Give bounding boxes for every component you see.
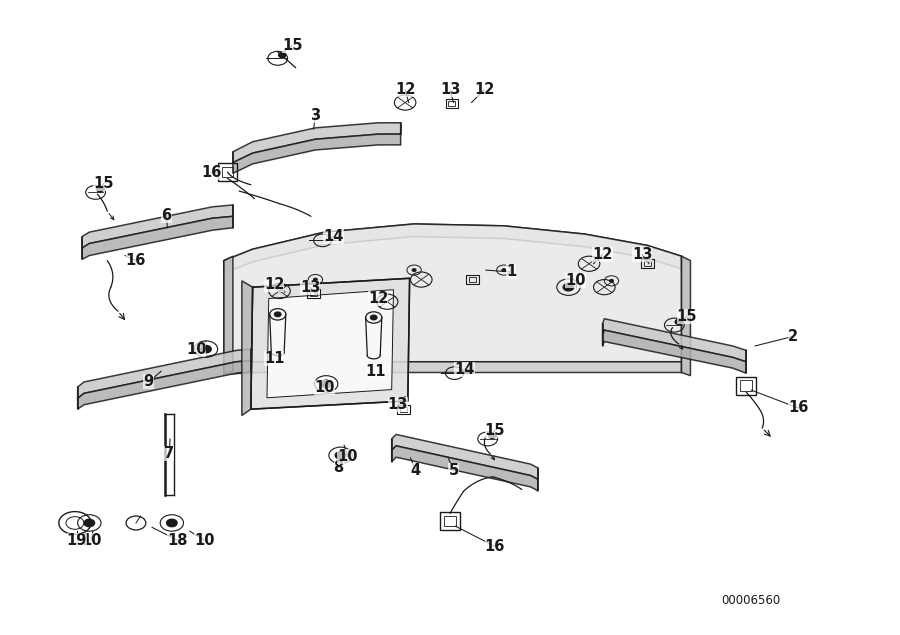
Text: 4: 4 xyxy=(410,463,421,478)
Bar xyxy=(448,102,455,106)
Text: 7: 7 xyxy=(164,446,175,461)
Circle shape xyxy=(489,433,496,438)
Text: 8: 8 xyxy=(334,460,344,476)
Bar xyxy=(444,516,456,526)
Circle shape xyxy=(166,519,177,526)
Text: 16: 16 xyxy=(485,539,505,554)
Text: 12: 12 xyxy=(592,247,613,262)
Polygon shape xyxy=(224,256,233,375)
Text: 16: 16 xyxy=(126,253,146,268)
Text: 13: 13 xyxy=(388,398,408,412)
Text: 11: 11 xyxy=(365,364,386,378)
Text: 10: 10 xyxy=(185,342,206,357)
Bar xyxy=(644,262,651,266)
Bar xyxy=(440,512,460,530)
Text: 3: 3 xyxy=(310,108,320,123)
Bar xyxy=(641,259,653,268)
Circle shape xyxy=(274,312,281,317)
Text: 15: 15 xyxy=(484,422,505,438)
Text: 10: 10 xyxy=(565,273,586,288)
Text: 2: 2 xyxy=(788,329,797,344)
Polygon shape xyxy=(251,278,410,409)
Bar xyxy=(218,163,238,181)
Bar xyxy=(469,277,476,282)
Polygon shape xyxy=(82,217,233,259)
Polygon shape xyxy=(392,434,538,479)
Circle shape xyxy=(336,451,346,459)
Circle shape xyxy=(201,345,212,353)
Circle shape xyxy=(96,187,104,192)
Circle shape xyxy=(412,269,416,271)
Polygon shape xyxy=(602,330,746,373)
Text: 15: 15 xyxy=(94,176,114,191)
Text: 10: 10 xyxy=(338,449,358,464)
Bar xyxy=(307,289,320,298)
Polygon shape xyxy=(224,224,681,362)
Circle shape xyxy=(313,278,317,281)
Text: 00006560: 00006560 xyxy=(721,594,780,607)
Text: 15: 15 xyxy=(282,38,302,53)
Polygon shape xyxy=(242,281,253,415)
Text: 12: 12 xyxy=(395,83,415,97)
Text: 19: 19 xyxy=(67,533,87,547)
Polygon shape xyxy=(233,123,400,163)
Circle shape xyxy=(609,279,613,282)
Polygon shape xyxy=(77,361,251,409)
Text: 13: 13 xyxy=(632,247,652,262)
Polygon shape xyxy=(233,134,400,173)
Text: 16: 16 xyxy=(202,164,221,180)
Text: 10: 10 xyxy=(194,533,214,547)
Text: 9: 9 xyxy=(143,375,154,389)
Circle shape xyxy=(279,53,286,58)
Circle shape xyxy=(84,519,94,526)
Polygon shape xyxy=(392,446,538,491)
Circle shape xyxy=(502,269,506,271)
Text: 10: 10 xyxy=(314,380,335,394)
Polygon shape xyxy=(224,224,681,273)
Text: 12: 12 xyxy=(264,277,284,292)
Text: 16: 16 xyxy=(788,401,808,415)
Text: 15: 15 xyxy=(677,309,698,324)
Bar xyxy=(446,100,458,108)
Bar xyxy=(736,377,756,394)
Bar xyxy=(466,275,479,284)
Polygon shape xyxy=(77,349,251,398)
Text: 14: 14 xyxy=(323,229,344,244)
Text: 5: 5 xyxy=(448,463,459,478)
Text: 13: 13 xyxy=(440,83,460,97)
Text: 6: 6 xyxy=(161,208,172,223)
Circle shape xyxy=(371,315,377,320)
Text: 12: 12 xyxy=(368,291,389,306)
Bar xyxy=(400,407,407,411)
Bar xyxy=(740,380,752,391)
Bar xyxy=(310,291,317,296)
Text: 10: 10 xyxy=(81,533,102,547)
Bar xyxy=(221,167,233,177)
Bar xyxy=(397,404,410,413)
Circle shape xyxy=(675,319,682,324)
Text: 11: 11 xyxy=(264,351,284,366)
Text: 14: 14 xyxy=(454,362,474,377)
Polygon shape xyxy=(602,319,746,362)
Text: 1: 1 xyxy=(506,265,516,279)
Polygon shape xyxy=(82,205,233,248)
Text: 13: 13 xyxy=(300,279,320,295)
Circle shape xyxy=(321,380,331,387)
Polygon shape xyxy=(681,256,690,376)
Text: 12: 12 xyxy=(474,83,494,97)
Polygon shape xyxy=(224,362,681,375)
Polygon shape xyxy=(267,290,393,398)
Text: 18: 18 xyxy=(167,533,187,547)
Circle shape xyxy=(563,283,573,291)
